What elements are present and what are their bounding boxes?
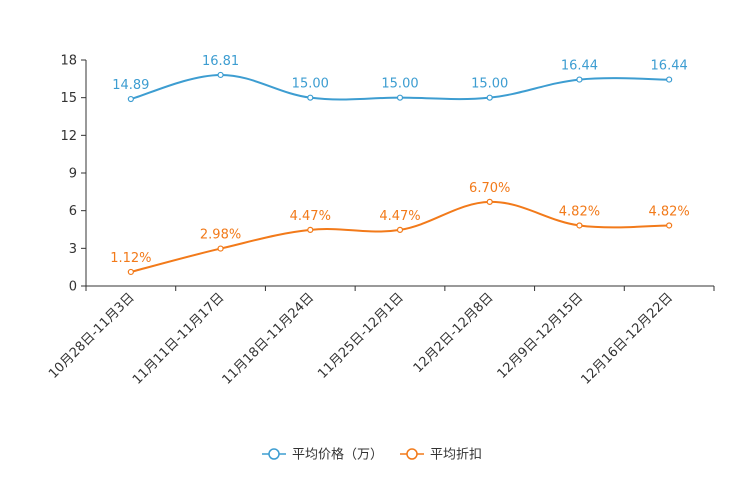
y-tick-label: 9 bbox=[69, 167, 77, 182]
data-point bbox=[486, 94, 493, 101]
legend: 平均价格（万） 平均折扣 bbox=[262, 447, 482, 463]
data-point bbox=[217, 245, 224, 252]
series-avg-discount: 1.12% 2.98% 4.47% 4.47% 6.70% 4.82% 4.82% bbox=[110, 181, 690, 276]
data-point bbox=[127, 95, 134, 103]
legend-label: 平均折扣 bbox=[430, 448, 482, 463]
y-tick-label: 18 bbox=[60, 54, 77, 69]
x-tick-label: 12月2日-12月8日 bbox=[411, 290, 497, 376]
data-label: 1.12% bbox=[110, 251, 151, 266]
data-label: 4.47% bbox=[290, 209, 331, 224]
data-label: 16.44 bbox=[651, 59, 688, 74]
data-label: 16.44 bbox=[561, 59, 598, 74]
y-tick-label: 6 bbox=[69, 204, 77, 219]
data-label: 15.00 bbox=[471, 77, 508, 92]
legend-marker bbox=[406, 448, 418, 460]
data-label: 4.47% bbox=[379, 209, 420, 224]
series-layer: 14.89 16.81 15.00 15.00 15.00 16.44 16.44 1.12%… bbox=[110, 54, 690, 276]
data-label: 2.98% bbox=[200, 228, 241, 243]
data-point bbox=[576, 222, 583, 229]
data-point bbox=[396, 226, 404, 233]
data-label: 15.00 bbox=[381, 77, 418, 92]
x-tick-label: 11月25日-12月1日 bbox=[315, 290, 407, 382]
legend-label: 平均价格（万） bbox=[292, 447, 383, 463]
x-tick-label: 12月16日-12月22日 bbox=[578, 290, 675, 387]
legend-item-avg-discount: 平均折扣 bbox=[400, 448, 482, 463]
data-label: 16.81 bbox=[202, 54, 239, 69]
data-point bbox=[307, 226, 314, 233]
series-avg-price: 14.89 16.81 15.00 15.00 15.00 16.44 16.44 bbox=[112, 54, 688, 103]
x-tick-label: 10月28日-11月3日 bbox=[46, 290, 138, 382]
data-point bbox=[576, 76, 583, 83]
x-tick-label: 11月11日-11月17日 bbox=[130, 290, 227, 387]
y-tick-label: 15 bbox=[60, 91, 77, 106]
data-label: 4.82% bbox=[559, 204, 600, 219]
x-tick-label: 12月9日-12月15日 bbox=[495, 290, 587, 382]
data-point bbox=[307, 94, 314, 101]
data-point bbox=[486, 198, 493, 205]
data-point bbox=[666, 76, 673, 83]
data-label: 15.00 bbox=[292, 77, 329, 92]
data-point bbox=[666, 222, 673, 229]
x-tick-label: 11月18日-11月24日 bbox=[220, 290, 317, 387]
data-label: 6.70% bbox=[469, 181, 510, 196]
data-label: 4.82% bbox=[648, 204, 689, 219]
legend-marker bbox=[268, 448, 280, 460]
y-tick-label: 0 bbox=[69, 280, 77, 295]
y-tick-label: 3 bbox=[69, 242, 77, 257]
data-point bbox=[217, 71, 224, 79]
data-point bbox=[396, 94, 404, 101]
legend-item-avg-price: 平均价格（万） bbox=[262, 447, 383, 463]
data-point bbox=[127, 268, 134, 276]
y-tick-label: 12 bbox=[60, 129, 77, 144]
data-label: 14.89 bbox=[112, 78, 149, 93]
